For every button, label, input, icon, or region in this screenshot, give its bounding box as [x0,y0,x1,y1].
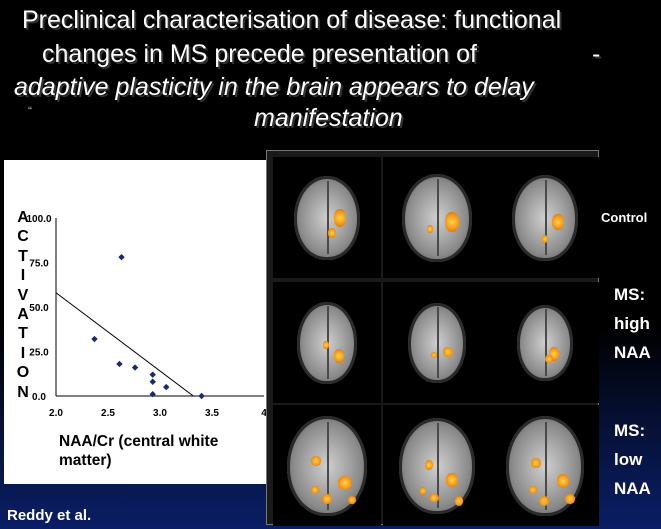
activation-spot [529,486,537,494]
brain-scan-grid [266,150,599,525]
y-axis-letter: I [15,267,31,285]
data-point [91,336,97,342]
row-label-control: Control [601,210,647,225]
data-point [132,364,138,370]
brain-scan-image [273,282,381,403]
activation-spot [311,486,319,494]
brain-slice [402,174,472,262]
brain-scan-image [491,157,599,278]
activation-spot [425,460,433,470]
x-tick-label: 3.5 [205,408,219,419]
brain-slice [408,303,466,383]
brain-scan-image [383,282,491,403]
activation-spot [311,456,321,466]
brain-slice [517,305,573,381]
brain-slice [512,175,578,261]
y-tick-label: 75.0 [29,259,49,270]
trend-line [56,293,193,396]
brain-scan-image [491,405,599,526]
brain-scan-image [491,282,599,403]
activation-spot [322,494,332,504]
activation-spot [429,494,439,502]
activation-spot [338,476,352,490]
y-tick-label: 50.0 [29,303,49,314]
activation-spot [557,474,569,488]
activation-spot [334,209,346,227]
activation-spot [323,341,329,349]
row-label-ms-low: MS: low NAA [614,416,651,503]
y-axis-letter: V [15,287,31,305]
y-axis-letter: A [15,209,31,227]
activation-spot [565,494,575,504]
title-mark: “ [28,104,32,118]
title-line-4: manifestation [254,104,403,133]
data-point [198,393,204,399]
data-point [118,254,124,260]
row-label-ms-low-line: low [614,445,651,474]
activation-spot [427,225,433,233]
y-axis-letter: A [15,306,31,324]
brain-slice [297,302,357,384]
x-tick-label: 2.5 [101,408,115,419]
activation-spot [455,496,463,506]
brain-slice [506,416,584,516]
data-point [163,384,169,390]
activation-spot [328,228,336,238]
brain-slice [287,416,367,516]
activation-spot [420,487,426,495]
y-tick-label: 25.0 [29,348,49,359]
activation-spot [542,235,548,243]
row-label-ms-high-line: MS: [614,280,651,309]
x-axis-label: NAA/Cr (central white matter) [59,432,264,470]
activation-spot [531,458,541,468]
activation-spot [348,496,356,504]
title-line-1: Preclinical characterisation of disease:… [22,6,561,35]
credit-text: Reddy et al. [7,507,91,524]
activation-spot [443,347,453,357]
y-axis-letter: N [15,384,31,402]
activation-spot [334,349,344,363]
row-label-ms-high: MS: high NAA [614,280,651,367]
row-label-ms-low-line: MS: [614,416,651,445]
title-line-3: adaptive plasticity in the brain appears… [14,73,534,102]
y-axis-letter: C [15,228,31,246]
activation-spot [445,212,459,232]
brain-slice [399,418,475,514]
brain-scan-image [383,157,491,278]
data-point [116,361,122,367]
row-label-ms-high-line: NAA [614,338,651,367]
x-tick-label: 3.0 [153,408,167,419]
data-point [150,371,156,377]
y-axis-letter: T [15,248,31,266]
activation-spot [446,473,458,487]
row-label-ms-high-line: high [614,309,651,338]
brain-scan-image [273,405,381,526]
activation-spot [545,355,553,363]
activation-spot [539,496,549,506]
title-line-2-dash: - [592,40,600,69]
y-axis-letter: O [15,364,31,382]
y-tick-label: 0.0 [32,392,46,403]
y-axis-letter: I [15,345,31,363]
row-label-ms-low-line: NAA [614,474,651,503]
brain-scan-image [383,405,491,526]
activation-spot [552,214,564,230]
title-line-2: changes in MS precede presentation of [42,40,477,69]
brain-scan-image [273,157,381,278]
x-tick-label: 2.0 [49,408,63,419]
y-axis-letter: T [15,325,31,343]
brain-slice [294,176,360,260]
data-point [150,379,156,385]
activation-spot [431,352,437,358]
